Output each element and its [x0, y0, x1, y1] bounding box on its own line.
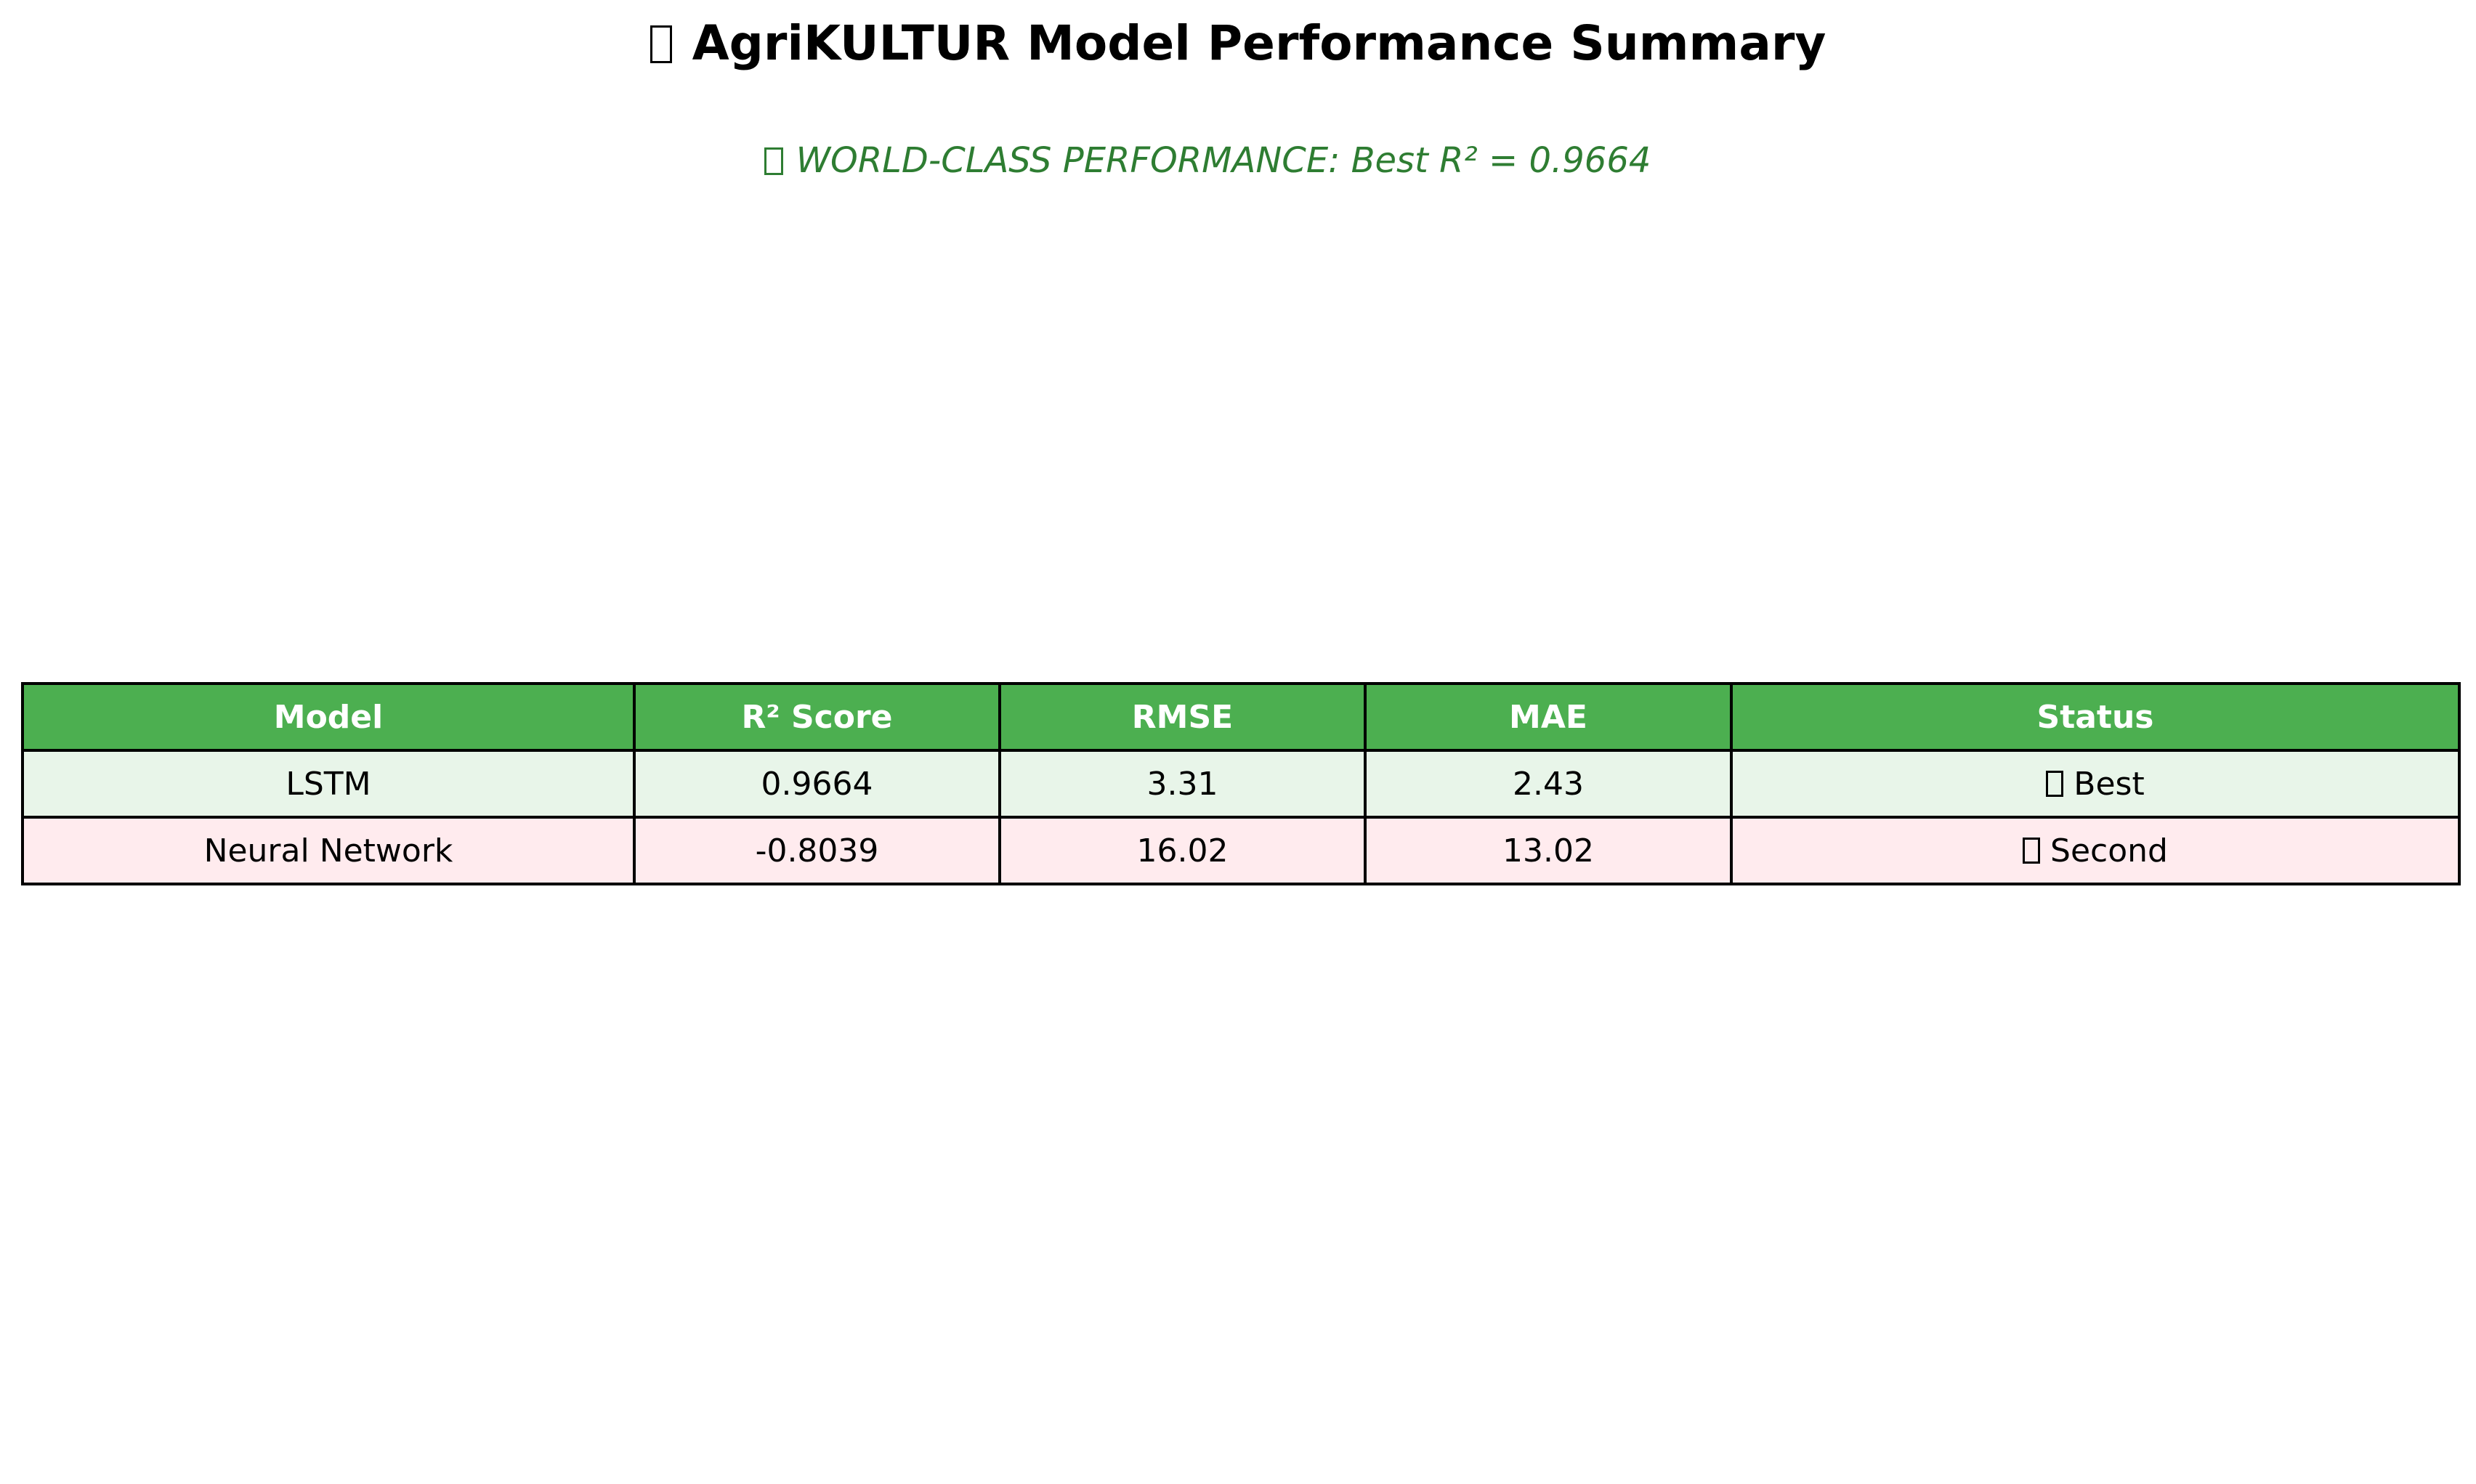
box-glyph-icon: [764, 147, 783, 175]
table-row: Neural Network -0.8039 16.02 13.02 Secon…: [21, 816, 2461, 885]
table-header-row: Model R² Score RMSE MAE Status: [21, 682, 2461, 752]
page-subtitle: WORLD-CLASS PERFORMANCE: Best R² = 0.966…: [0, 137, 2415, 185]
column-header-status: Status: [1730, 682, 2461, 752]
cell-mae: 2.43: [1364, 749, 1733, 819]
page-title: AgriKULTUR Model Performance Summary: [0, 10, 2476, 77]
cell-model: Neural Network: [21, 816, 636, 885]
status-label: Best: [2074, 765, 2145, 803]
status-label: Second: [2050, 832, 2168, 869]
cell-model: LSTM: [21, 749, 636, 819]
cell-status: Second: [1730, 816, 2461, 885]
page-subtitle-text: WORLD-CLASS PERFORMANCE: Best R² = 0.966…: [796, 140, 1651, 181]
page-title-text: AgriKULTUR Model Performance Summary: [692, 15, 1826, 71]
box-glyph-icon: [650, 25, 672, 64]
cell-rmse: 16.02: [998, 816, 1367, 885]
cell-r2-score: 0.9664: [633, 749, 1001, 819]
box-glyph-icon: [2023, 838, 2041, 864]
cell-status: Best: [1730, 749, 2461, 819]
column-header-model: Model: [21, 682, 636, 752]
cell-mae: 13.02: [1364, 816, 1733, 885]
column-header-mae: MAE: [1364, 682, 1733, 752]
column-header-rmse: RMSE: [998, 682, 1367, 752]
column-header-r2-score: R² Score: [633, 682, 1001, 752]
cell-rmse: 3.31: [998, 749, 1367, 819]
table-row: LSTM 0.9664 3.31 2.43 Best: [21, 749, 2461, 819]
box-glyph-icon: [2046, 771, 2064, 798]
cell-r2-score: -0.8039: [633, 816, 1001, 885]
performance-table: Model R² Score RMSE MAE Status LSTM 0.96…: [21, 682, 2461, 885]
